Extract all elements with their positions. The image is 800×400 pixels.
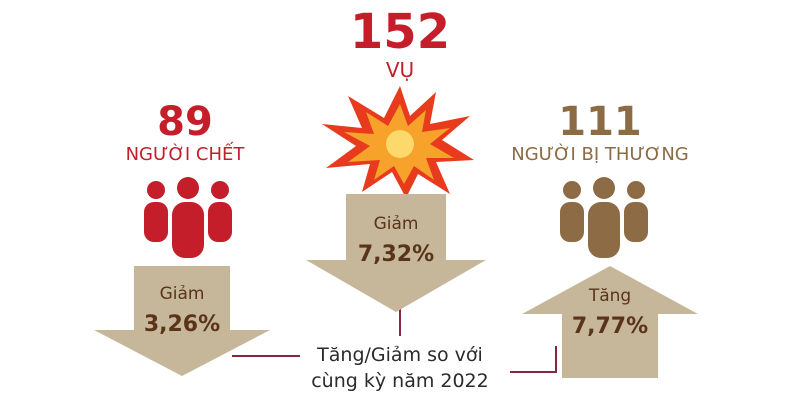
right-up-arrow bbox=[522, 266, 698, 378]
left-arrow-label: Giảm bbox=[159, 284, 205, 304]
comparison-note-line1: Tăng/Giảm so với bbox=[317, 344, 483, 366]
people-group-icon-right bbox=[560, 177, 648, 258]
left-count: 89 bbox=[157, 99, 213, 145]
explosion-icon bbox=[322, 86, 474, 198]
center-count: 152 bbox=[349, 4, 451, 60]
comparison-note-line2: cùng kỳ năm 2022 bbox=[311, 370, 489, 392]
right-unit: NGƯỜI BỊ THƯƠNG bbox=[511, 144, 689, 165]
center-unit: VỤ bbox=[385, 58, 415, 82]
people-group-icon bbox=[144, 177, 232, 258]
left-down-arrow bbox=[94, 266, 270, 376]
right-count: 111 bbox=[558, 99, 642, 145]
left-unit: NGƯỜI CHẾT bbox=[125, 144, 245, 165]
center-arrow-value: 7,32% bbox=[357, 242, 435, 267]
right-arrow-label: Tăng bbox=[588, 286, 632, 306]
left-arrow-value: 3,26% bbox=[143, 312, 221, 337]
center-down-arrow bbox=[306, 194, 486, 312]
right-arrow-value: 7,77% bbox=[571, 314, 649, 339]
center-arrow-label: Giảm bbox=[373, 214, 419, 234]
